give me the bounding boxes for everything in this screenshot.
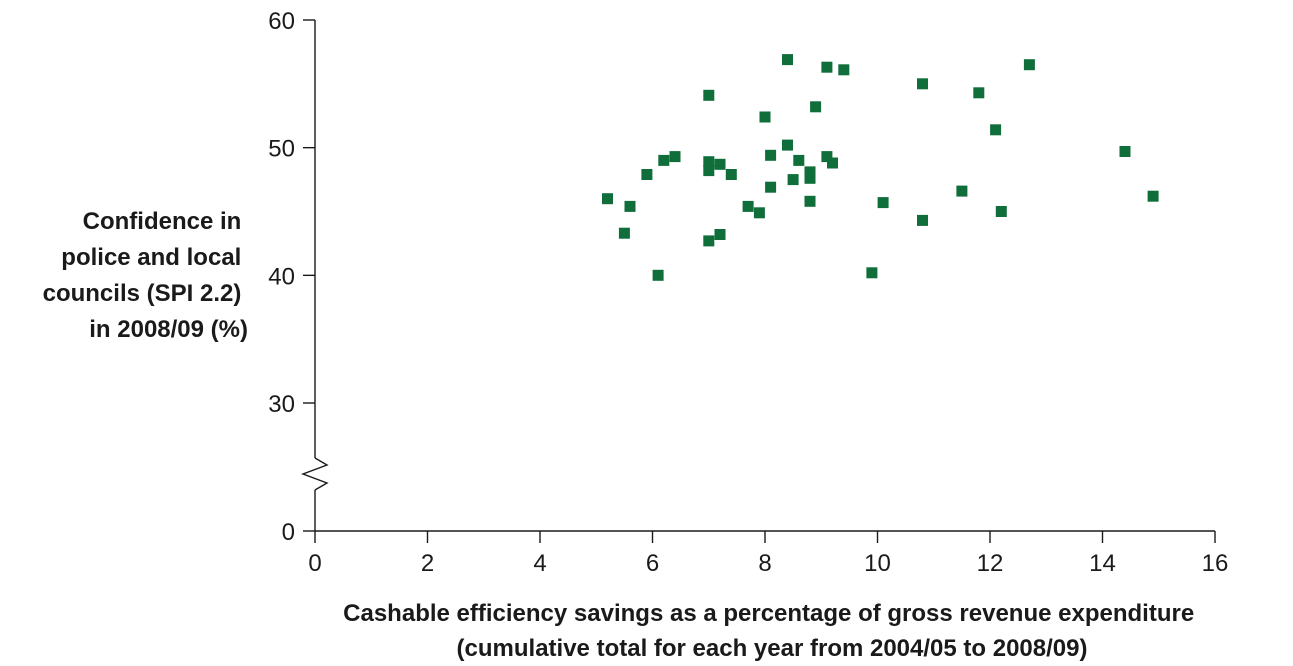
data-point bbox=[793, 154, 805, 166]
data-point bbox=[658, 154, 670, 166]
y-tick-group: 0 30 40 50 60 bbox=[268, 8, 315, 546]
data-point bbox=[1023, 59, 1035, 71]
data-point bbox=[765, 181, 777, 193]
y-tick-label: 50 bbox=[268, 136, 295, 163]
data-point bbox=[753, 207, 765, 219]
data-point bbox=[838, 64, 850, 76]
y-axis-title-line-4: in 2008/09 (%) bbox=[89, 316, 248, 343]
x-tick-label: 0 bbox=[308, 550, 321, 577]
data-point bbox=[703, 235, 715, 247]
data-point bbox=[827, 157, 838, 169]
x-tick-label: 16 bbox=[1202, 550, 1229, 577]
x-tick-group: 0 2 4 6 8 10 12 14 16 bbox=[308, 531, 1228, 577]
x-axis-title: Cashable efficiency savings as a percent… bbox=[343, 600, 1201, 662]
data-point bbox=[765, 149, 777, 161]
axes bbox=[301, 20, 1215, 532]
y-tick-label: 0 bbox=[282, 519, 295, 546]
data-point bbox=[1147, 190, 1159, 202]
data-point bbox=[652, 269, 664, 281]
data-point bbox=[804, 195, 816, 207]
y-tick-label: 30 bbox=[268, 391, 295, 418]
x-tick-label: 14 bbox=[1089, 550, 1116, 577]
data-point bbox=[973, 87, 985, 99]
data-point bbox=[782, 139, 793, 151]
data-point bbox=[821, 61, 833, 73]
data-point bbox=[821, 151, 833, 163]
y-tick-label: 60 bbox=[268, 8, 295, 35]
data-point bbox=[990, 124, 1002, 136]
data-point bbox=[995, 206, 1007, 217]
x-tick-label: 6 bbox=[646, 550, 659, 577]
x-tick-label: 4 bbox=[533, 550, 546, 577]
data-point bbox=[703, 156, 715, 168]
x-tick-label: 2 bbox=[421, 550, 434, 577]
data-point bbox=[703, 165, 715, 177]
y-axis-title-line-3: councils (SPI 2.2) bbox=[43, 280, 242, 307]
data-point bbox=[602, 193, 613, 205]
data-point bbox=[641, 169, 653, 180]
data-point bbox=[669, 151, 681, 163]
data-point bbox=[1119, 146, 1131, 157]
y-tick-label: 40 bbox=[268, 263, 295, 290]
data-point bbox=[624, 200, 636, 212]
data-point bbox=[703, 89, 715, 101]
x-axis-title-line-1: Cashable efficiency savings as a percent… bbox=[343, 600, 1194, 627]
data-point bbox=[866, 267, 878, 279]
x-tick-label: 12 bbox=[977, 550, 1004, 577]
y-axis-break-zigzag bbox=[301, 457, 329, 491]
x-tick-label: 8 bbox=[758, 550, 771, 577]
data-point bbox=[804, 172, 816, 184]
data-point bbox=[917, 214, 928, 226]
data-point bbox=[759, 111, 771, 123]
x-axis-title-line-2: (cumulative total for each year from 200… bbox=[457, 635, 1088, 662]
y-axis-title: Confidence in police and local councils … bbox=[43, 208, 248, 343]
x-tick-label: 10 bbox=[864, 550, 891, 577]
data-point bbox=[917, 78, 928, 90]
data-point bbox=[956, 185, 968, 197]
data-point bbox=[725, 169, 737, 180]
data-point bbox=[804, 166, 816, 178]
data-point bbox=[810, 101, 822, 113]
data-point bbox=[787, 174, 799, 186]
y-axis-title-line-2: police and local bbox=[61, 244, 241, 271]
data-point bbox=[742, 200, 754, 212]
data-point bbox=[782, 54, 793, 66]
data-point bbox=[714, 229, 726, 240]
data-point bbox=[714, 158, 726, 170]
y-axis-title-line-1: Confidence in bbox=[83, 208, 242, 235]
data-point bbox=[618, 227, 630, 239]
data-point bbox=[877, 197, 889, 209]
data-points bbox=[602, 54, 1159, 281]
